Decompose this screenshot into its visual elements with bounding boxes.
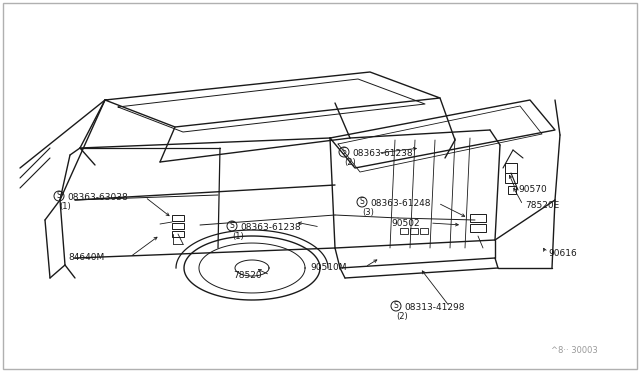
Text: S: S xyxy=(342,148,346,157)
Bar xyxy=(172,215,184,221)
Text: 78520: 78520 xyxy=(233,270,262,279)
Text: (1): (1) xyxy=(232,231,244,241)
Text: S: S xyxy=(360,198,364,206)
Text: 08363-61238: 08363-61238 xyxy=(352,148,413,157)
Text: 08363-61248: 08363-61248 xyxy=(370,199,431,208)
Text: (3): (3) xyxy=(362,208,374,217)
Text: 08363-61238: 08363-61238 xyxy=(240,222,301,231)
Text: 08363-63038: 08363-63038 xyxy=(67,192,128,202)
Text: 08313-41298: 08313-41298 xyxy=(404,302,465,311)
Bar xyxy=(172,223,184,229)
Bar xyxy=(420,228,428,234)
Text: 90510M: 90510M xyxy=(310,263,346,272)
Bar xyxy=(410,228,418,234)
Text: S: S xyxy=(230,221,234,231)
Bar xyxy=(400,228,408,234)
Bar xyxy=(470,214,486,222)
Text: 90616: 90616 xyxy=(548,248,577,257)
Text: ^8·· 30003: ^8·· 30003 xyxy=(551,346,598,355)
Bar xyxy=(505,163,517,173)
Text: 90502: 90502 xyxy=(391,218,420,228)
Bar xyxy=(172,231,184,237)
Text: 90570: 90570 xyxy=(518,186,547,195)
Bar xyxy=(470,224,486,232)
Bar xyxy=(505,173,517,183)
Text: S: S xyxy=(394,301,398,311)
Bar xyxy=(508,186,516,194)
Text: (2): (2) xyxy=(396,311,408,321)
Text: 84640M: 84640M xyxy=(68,253,104,262)
Text: (1): (1) xyxy=(59,202,71,211)
Text: S: S xyxy=(56,192,61,201)
Text: (2): (2) xyxy=(344,157,356,167)
Text: 78520E: 78520E xyxy=(525,201,559,209)
